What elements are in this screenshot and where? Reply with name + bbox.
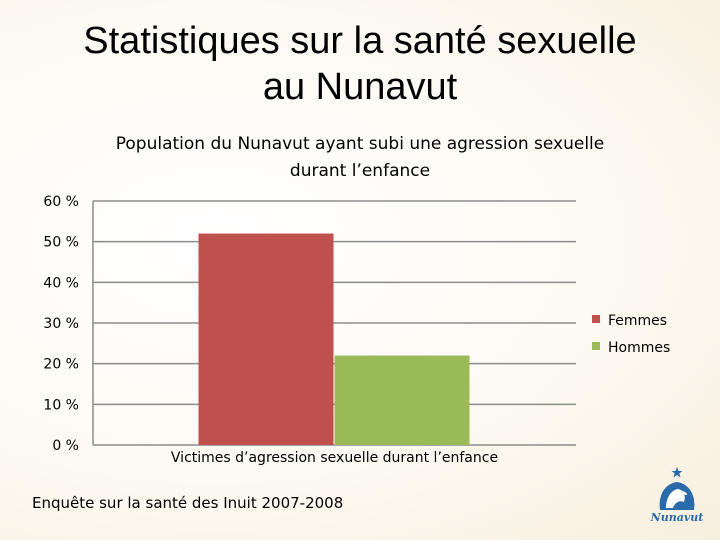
slide-title: Statistiques sur la santé sexuelle au Nu… [40, 18, 680, 110]
bar-hommes [334, 355, 470, 445]
slide-title-line-1: Statistiques sur la santé sexuelle [83, 20, 637, 62]
y-tick-label: 30 % [43, 316, 79, 332]
slide-title-line-2: au Nunavut [262, 66, 458, 108]
nunavut-logo: Nunavut [650, 467, 703, 524]
y-tick-label: 50 % [43, 235, 79, 251]
legend-label-femmes: Femmes [608, 313, 667, 329]
x-category-label: Victimes d’agression sexuelle durant l’e… [171, 450, 498, 466]
legend-swatch-hommes [592, 342, 600, 350]
legend-label-hommes: Hommes [608, 340, 670, 356]
y-tick-label: 0 % [52, 438, 79, 454]
logo-text: Nunavut [650, 511, 703, 524]
chart-title-line-2: durant l’enfance [290, 161, 430, 181]
legend-swatch-femmes [592, 315, 600, 323]
y-tick-label: 20 % [43, 357, 79, 373]
y-tick-label: 40 % [43, 275, 79, 291]
source-note: Enquête sur la santé des Inuit 2007-2008 [32, 494, 344, 512]
y-tick-label: 60 % [43, 194, 79, 210]
bar-femmes [198, 233, 334, 445]
chart-title-line-1: Population du Nunavut ayant subi une agr… [116, 134, 605, 154]
y-tick-label: 10 % [43, 397, 79, 413]
